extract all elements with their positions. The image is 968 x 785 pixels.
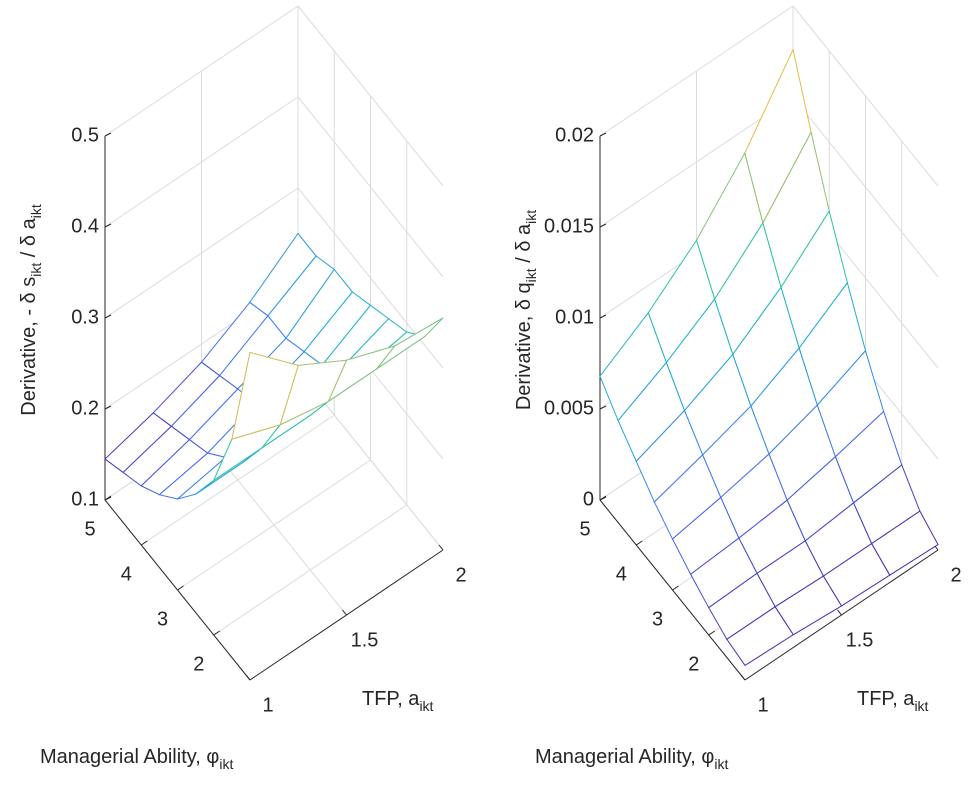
x-axis-label: TFP, aikt (362, 688, 434, 713)
z-axis-label-part: ikt (523, 268, 539, 282)
mesh-cell (231, 351, 299, 440)
y-tick-label: 3 (157, 608, 168, 630)
surface-chart: 0.1 0.2 0.3 0.4 0.5 1 1.5 2 2 3 4 5 Derivative, - δ … (18, 5, 467, 772)
z-axis-label-part: ikt (523, 210, 539, 224)
y-axis-label: Managerial Ability, φikt (40, 746, 233, 771)
x-tick (342, 609, 347, 616)
y-tick-label: 2 (193, 653, 204, 675)
y-tick-label: 5 (84, 518, 95, 540)
z-tick-label: 0.5 (71, 124, 99, 146)
x-tick-label: 1 (262, 694, 273, 716)
x-axis-label-part: TFP, a (857, 688, 915, 710)
x-tick-label: 1.5 (846, 629, 874, 651)
z-tick (104, 314, 112, 319)
z-tick-label: 0.01 (555, 306, 594, 328)
y-tick (213, 630, 221, 636)
surface-chart: 0 0.005 0.01 0.015 0.02 1 1.5 2 2 3 4 5 Derivative, … (513, 5, 962, 772)
grid-line (140, 414, 335, 546)
y-axis-label: Managerial Ability, φikt (535, 746, 728, 771)
x-tick (438, 544, 444, 551)
z-axis-label-part: ikt (28, 263, 44, 277)
x-tick-label: 1 (757, 694, 768, 716)
x-axis-label: TFP, aikt (857, 688, 929, 713)
y-tick (708, 630, 716, 636)
z-axis-label-part: ikt (28, 204, 44, 218)
z-tick (104, 405, 112, 410)
y-tick (104, 495, 112, 501)
z-tick-label: 0.2 (71, 397, 99, 419)
z-axis-label: Derivative, δ qikt / δ aikt (513, 210, 538, 410)
z-tick (104, 223, 112, 228)
y-axis-label-part: ikt (219, 756, 233, 772)
z-tick-label: 0.02 (555, 124, 594, 146)
y-tick (635, 540, 643, 546)
y-tick (599, 495, 607, 501)
y-axis-label-part: Managerial Ability, φ (535, 746, 714, 768)
z-axis-label: Derivative, - δ sikt / δ aikt (18, 204, 43, 416)
y-tick-label: 2 (688, 653, 699, 675)
z-tick (599, 314, 607, 319)
x-tick-label: 2 (455, 564, 466, 586)
grid-line (177, 459, 371, 591)
z-tick-label: 0.005 (544, 397, 594, 419)
z-tick-label: 0 (583, 488, 594, 510)
z-axis-label-part: Derivative, - δ s (18, 277, 40, 416)
y-tick-label: 4 (616, 563, 627, 585)
z-tick-label: 0.1 (71, 488, 99, 510)
x-axis-label-part: ikt (419, 698, 433, 714)
mesh-cell (726, 606, 794, 667)
y-tick-label: 4 (121, 563, 132, 585)
z-tick-label: 0.3 (71, 306, 99, 328)
y-tick-label: 5 (579, 518, 590, 540)
z-tick-label: 0.015 (544, 215, 594, 237)
x-tick-label: 1.5 (351, 629, 379, 651)
x-axis-label-part: TFP, a (362, 688, 420, 710)
y-tick (177, 585, 184, 591)
x-axis-label-part: ikt (914, 698, 928, 714)
x-tick-label: 2 (950, 564, 961, 586)
y-axis-label-part: ikt (714, 756, 728, 772)
z-tick (599, 132, 607, 137)
z-axis-label-part: Derivative, δ q (513, 282, 535, 410)
z-tick-label: 0.4 (71, 215, 99, 237)
y-tick (672, 585, 679, 591)
z-tick (599, 405, 607, 410)
x-tick (740, 674, 746, 681)
y-axis-label-part: Managerial Ability, φ (40, 746, 219, 768)
z-tick (104, 132, 112, 137)
z-tick (599, 223, 607, 228)
x-tick (245, 674, 251, 681)
grid-line (213, 504, 408, 636)
y-tick-label: 3 (652, 608, 663, 630)
y-tick (140, 540, 148, 546)
z-axis-label-part: / δ a (18, 217, 40, 262)
x-tick (837, 609, 842, 616)
z-axis-label-part: / δ a (513, 223, 535, 268)
